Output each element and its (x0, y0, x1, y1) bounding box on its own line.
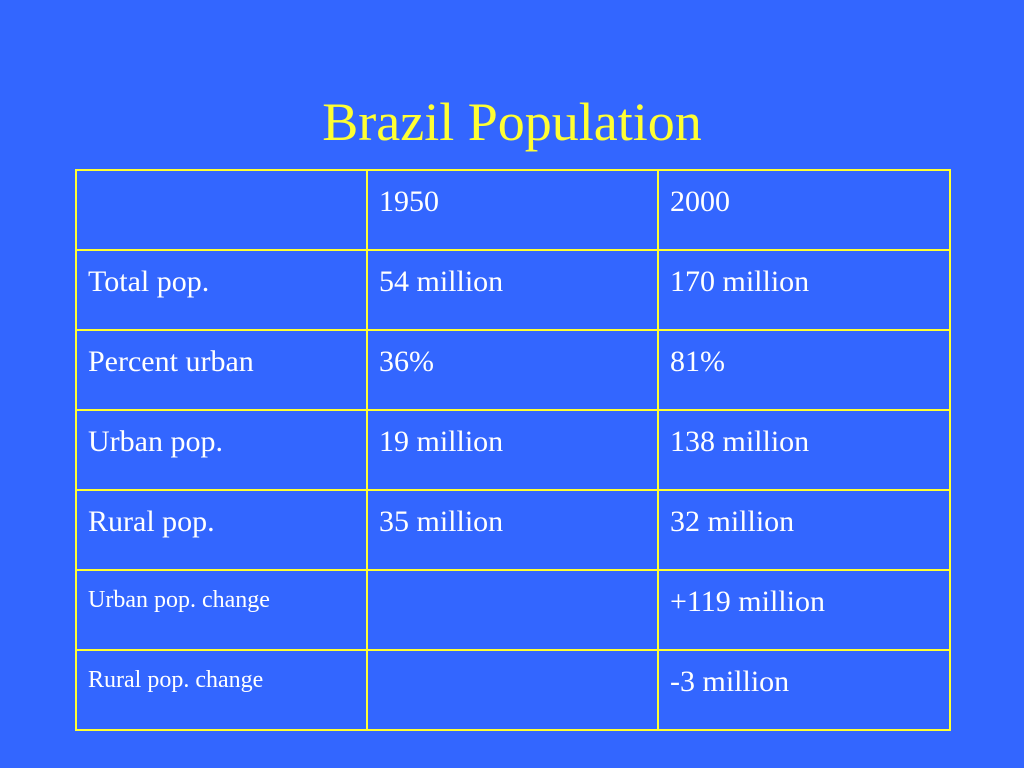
cell-2000: 170 million (657, 249, 951, 331)
row-label: Rural pop. (75, 489, 368, 571)
cell-2000: -3 million (657, 649, 951, 731)
table-row: Rural pop. change -3 million (75, 649, 951, 731)
header-cell-2000: 2000 (657, 169, 951, 251)
row-label: Rural pop. change (75, 649, 368, 731)
row-label: Percent urban (75, 329, 368, 411)
table-row: Rural pop. 35 million 32 million (75, 489, 951, 571)
table-row: Percent urban 36% 81% (75, 329, 951, 411)
slide-title: Brazil Population (322, 92, 702, 152)
cell-1950: 36% (366, 329, 659, 411)
cell-1950: 19 million (366, 409, 659, 491)
row-label: Total pop. (75, 249, 368, 331)
table-row: Total pop. 54 million 170 million (75, 249, 951, 331)
table-row: Urban pop. 19 million 138 million (75, 409, 951, 491)
row-label: Urban pop. change (75, 569, 368, 651)
header-cell-1950: 1950 (366, 169, 659, 251)
cell-1950 (366, 569, 659, 651)
cell-1950 (366, 649, 659, 731)
cell-2000: 138 million (657, 409, 951, 491)
table-row: Urban pop. change +119 million (75, 569, 951, 651)
cell-1950: 54 million (366, 249, 659, 331)
cell-2000: 81% (657, 329, 951, 411)
population-table: 1950 2000 Total pop. 54 million 170 mill… (75, 169, 951, 731)
cell-1950: 35 million (366, 489, 659, 571)
row-label: Urban pop. (75, 409, 368, 491)
cell-2000: +119 million (657, 569, 951, 651)
header-cell-empty (75, 169, 368, 251)
table-header-row: 1950 2000 (75, 169, 951, 251)
cell-2000: 32 million (657, 489, 951, 571)
